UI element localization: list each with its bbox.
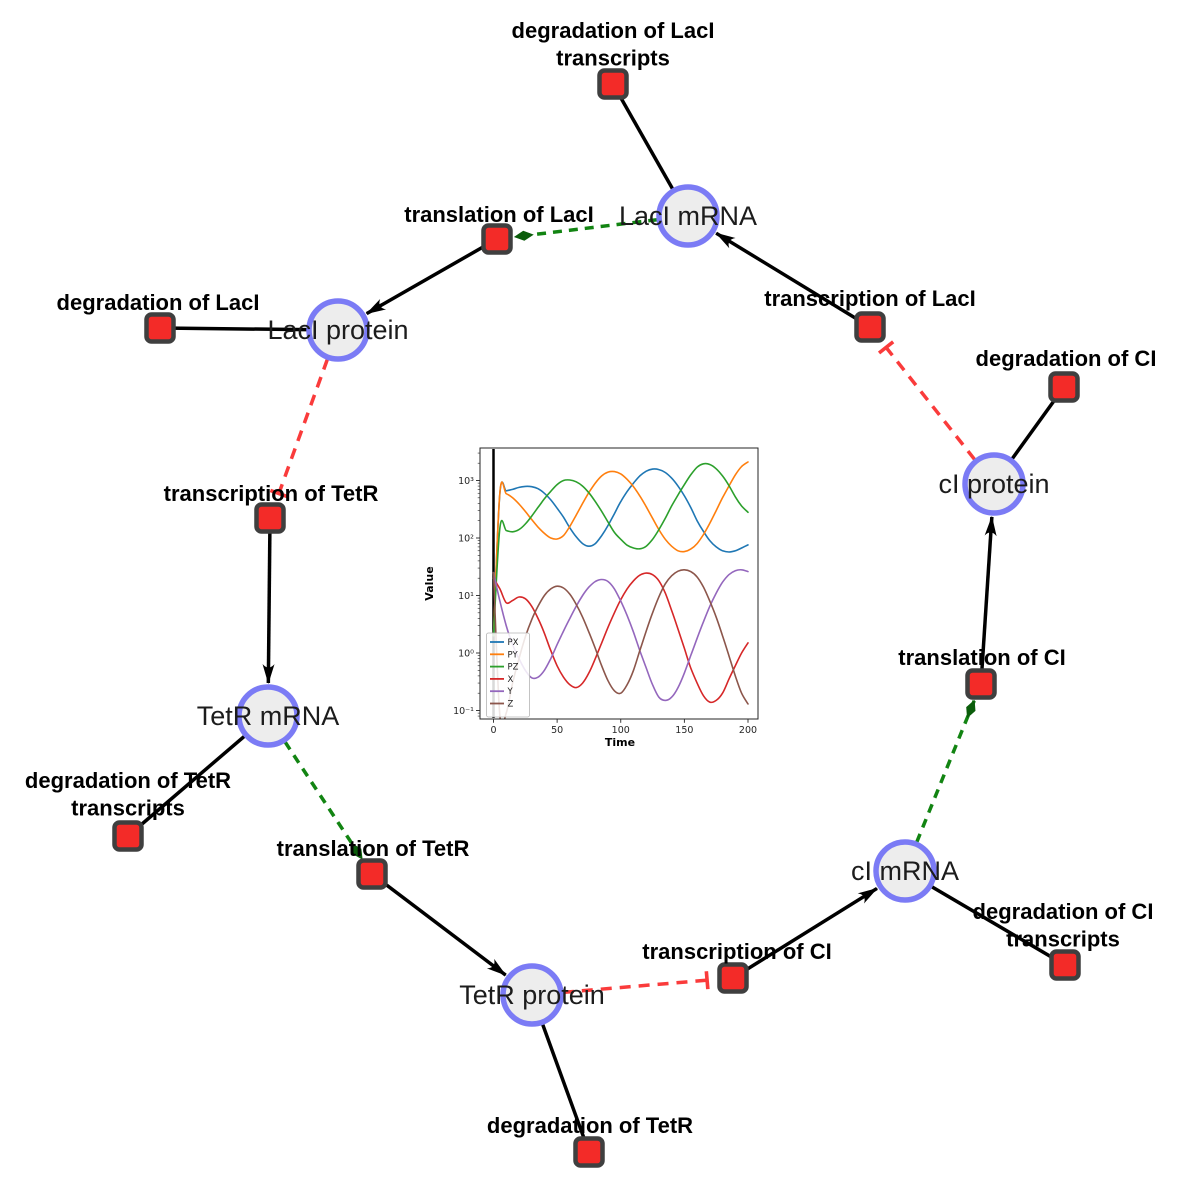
species-label-ci_mrna: cI mRNA bbox=[851, 856, 959, 886]
chart-series-PY bbox=[492, 461, 749, 637]
chart-ytick-label: 10¹ bbox=[458, 591, 474, 602]
edge-modifier-laci_mrna-to-transl_laci bbox=[513, 217, 658, 241]
species-node-tetr_protein bbox=[500, 963, 564, 1027]
reaction-node-deg_laci_tx bbox=[597, 68, 629, 100]
species-node-ci_protein bbox=[962, 452, 1026, 516]
chart-legend-label-Y: Y bbox=[507, 687, 514, 697]
edge-modifier-ci_mrna-to-transl_ci bbox=[915, 699, 976, 843]
chart-legend-label-PX: PX bbox=[508, 638, 519, 648]
edge-inhibition-ci_protein-to-tx_laci bbox=[877, 340, 977, 461]
reaction-nodes-layer bbox=[112, 68, 1081, 1168]
edge-production-tx_laci-to-laci_mrna bbox=[715, 231, 871, 329]
chart-xtick-label: 50 bbox=[551, 725, 563, 736]
reaction-node-transl_tetr bbox=[356, 858, 388, 890]
species-label-tetr_mrna: TetR mRNA bbox=[197, 701, 340, 731]
chart-legend-label-PZ: PZ bbox=[508, 663, 519, 673]
chart-legend-label-Z: Z bbox=[508, 700, 514, 710]
reaction-node-transl_laci bbox=[481, 223, 513, 255]
reaction-node-tx_tetr bbox=[254, 502, 286, 534]
chart-legend-label-X: X bbox=[508, 675, 514, 685]
inset-chart: 10⁻¹ 10⁰ 10¹ 10² 10³ 0 50 100 150 200 Time Value PX P… bbox=[423, 447, 759, 749]
reaction-node-deg_ci_tx bbox=[1049, 949, 1081, 981]
reaction-label-transl_tetr: translation of TetR bbox=[277, 836, 470, 861]
edge-modifier-tetr_mrna-to-transl_tetr bbox=[283, 740, 364, 860]
chart-ytick-label: 10⁰ bbox=[458, 648, 474, 659]
reaction-label-tx_laci: transcription of LacI bbox=[764, 286, 975, 311]
edge-production-tx_tetr-to-tetr_mrna bbox=[262, 517, 275, 685]
chart-xtick-label: 0 bbox=[490, 725, 496, 736]
chart-xtick-label: 100 bbox=[612, 725, 630, 736]
species-node-laci_mrna bbox=[656, 184, 720, 248]
chart-series-Y bbox=[492, 568, 749, 702]
species-label-laci_protein: LacI protein bbox=[267, 315, 408, 345]
reaction-label-transl_laci: translation of LacI bbox=[404, 202, 593, 227]
edge-production-transl_laci-to-laci_protein bbox=[365, 237, 498, 316]
reaction-node-deg_tetr_tx bbox=[112, 820, 144, 852]
chart-ytick-label: 10⁻¹ bbox=[453, 706, 474, 717]
chart-xaxis-label: Time bbox=[605, 736, 635, 749]
species-node-laci_protein bbox=[306, 298, 370, 362]
species-node-tetr_mrna bbox=[236, 684, 300, 748]
edge-production-tx_ci-to-ci_mrna bbox=[732, 886, 878, 980]
chart-series-layer bbox=[492, 461, 749, 719]
species-nodes-layer bbox=[236, 184, 1026, 1027]
species-label-tetr_protein: TetR protein bbox=[459, 980, 605, 1010]
chart-ytick-label: 10² bbox=[458, 533, 474, 544]
species-node-ci_mrna bbox=[873, 839, 937, 903]
chart-legend-label-PY: PY bbox=[508, 650, 519, 660]
reaction-label-deg_tetr: degradation of TetR bbox=[487, 1113, 693, 1138]
chart-series-Z bbox=[492, 568, 749, 719]
reaction-label-deg_laci: degradation of LacI bbox=[57, 290, 260, 315]
labels-layer: degradation of LacI transcripts translatio… bbox=[25, 18, 1157, 1138]
reaction-node-deg_tetr bbox=[573, 1136, 605, 1168]
chart-xtick-label: 200 bbox=[739, 725, 757, 736]
reaction-label-deg_tetr_tx: degradation of TetR transcripts bbox=[25, 768, 231, 821]
chart-xtick-label: 150 bbox=[675, 725, 693, 736]
reaction-label-deg_ci_tx: degradation of CI transcripts bbox=[973, 899, 1154, 952]
species-label-ci_protein: cI protein bbox=[938, 469, 1049, 499]
edge-production-transl_ci-to-ci_protein bbox=[979, 515, 997, 685]
reaction-label-transl_ci: translation of CI bbox=[898, 645, 1065, 670]
chart-series-PZ bbox=[492, 462, 749, 637]
edge-production-transl_tetr-to-tetr_protein bbox=[370, 872, 507, 977]
edge-inhibition-tetr_protein-to-tx_ci bbox=[562, 971, 710, 995]
edge-inhibition-laci_protein-to-tx_tetr bbox=[269, 358, 330, 499]
reaction-node-tx_ci bbox=[717, 962, 749, 994]
reaction-node-transl_ci bbox=[965, 668, 997, 700]
reaction-label-tx_ci: transcription of CI bbox=[642, 939, 831, 964]
reaction-label-deg_laci_tx: degradation of LacI transcripts bbox=[512, 18, 715, 71]
species-label-laci_mrna: LacI mRNA bbox=[619, 201, 757, 231]
reaction-label-deg_ci: degradation of CI bbox=[976, 346, 1157, 371]
reaction-node-deg_ci bbox=[1048, 371, 1080, 403]
reaction-label-tx_tetr: transcription of TetR bbox=[164, 481, 379, 506]
chart-yaxis-label: Value bbox=[423, 566, 436, 600]
reaction-node-tx_laci bbox=[854, 311, 886, 343]
chart-ytick-label: 10³ bbox=[458, 476, 474, 487]
reaction-node-deg_laci bbox=[144, 312, 176, 344]
